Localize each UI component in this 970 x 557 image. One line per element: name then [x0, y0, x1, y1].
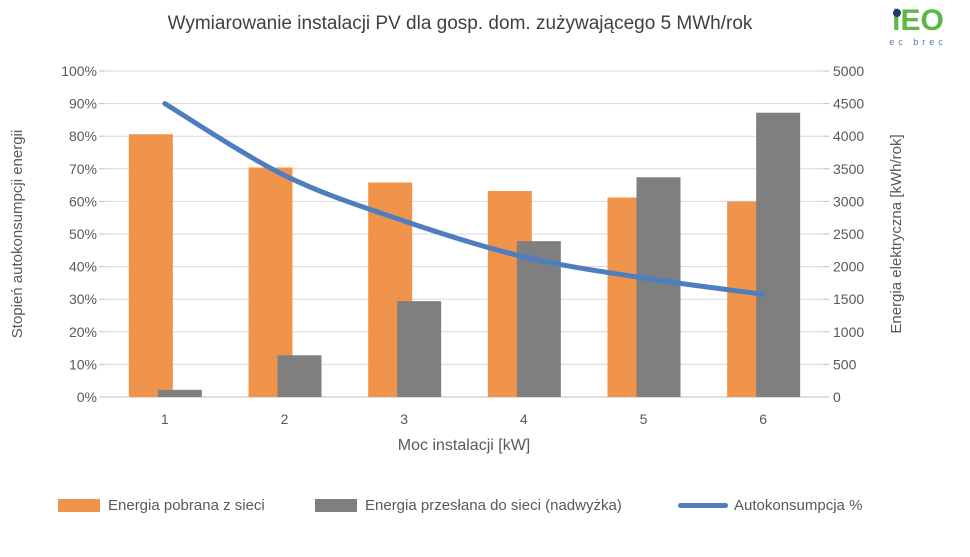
- right-axis-tick-label: 2500: [833, 226, 864, 242]
- bar-przeslana: [397, 301, 442, 397]
- left-axis-tick-label: 90%: [69, 96, 97, 112]
- x-axis-tick-label: 2: [281, 411, 289, 427]
- left-axis-tick-label: 50%: [69, 226, 97, 242]
- right-axis-tick-label: 3500: [833, 161, 864, 177]
- legend-label-przeslana: Energia przesłana do sieci (nadwyżka): [365, 497, 622, 514]
- x-axis-tick-label: 5: [640, 411, 648, 427]
- logo-word: iEO: [892, 4, 944, 37]
- right-axis-tick-label: 1500: [833, 291, 864, 307]
- legend-swatch-orange-bar: [58, 499, 100, 512]
- bar-przeslana: [277, 355, 322, 397]
- right-axis-tick-label: 1000: [833, 324, 864, 340]
- pv-chart: 0% 0 10% 500 20% 1000 30% 1500 40% 2000 50% 2500 60%…: [9, 63, 905, 454]
- right-axis-tick-label: 4500: [833, 96, 864, 112]
- right-axis-tick-label: 0: [833, 389, 841, 405]
- legend-swatch-blue-line: [678, 503, 728, 508]
- left-axis-tick-label: 30%: [69, 291, 97, 307]
- logo-i-dot: [893, 9, 902, 17]
- right-axis-tick-label: 5000: [833, 63, 864, 79]
- bar-przeslana: [516, 241, 561, 397]
- left-axis-tick-label: 20%: [69, 324, 97, 340]
- left-axis-tick-label: 100%: [61, 63, 97, 79]
- right-axis-tick-label: 500: [833, 356, 857, 372]
- logo-subtext: ec brec: [889, 37, 947, 47]
- chart-title: Wymiarowanie instalacji PV dla gosp. dom…: [167, 13, 753, 34]
- x-axis-tick-label: 3: [400, 411, 408, 427]
- legend-item-przeslana: Energia przesłana do sieci (nadwyżka): [315, 497, 622, 514]
- legend-item-autokonsumpcja: Autokonsumpcja %: [678, 497, 862, 514]
- ieo-logo: iEO ec brec: [876, 4, 960, 48]
- left-axis-tick-label: 40%: [69, 259, 97, 275]
- bar-przeslana: [636, 177, 681, 397]
- legend-swatch-gray-bar: [315, 499, 357, 512]
- x-axis-title: Moc instalacji [kW]: [398, 437, 530, 454]
- legend-label-autokonsumpcja: Autokonsumpcja %: [734, 497, 863, 514]
- left-axis-tick-label: 80%: [69, 128, 97, 144]
- autokonsumpcja-line: [162, 101, 766, 297]
- x-axis-tick-label: 4: [520, 411, 528, 427]
- left-axis-tick-label: 70%: [69, 161, 97, 177]
- legend: Energia pobrana z sieci Energia przesłan…: [0, 497, 970, 521]
- legend-item-pobrana: Energia pobrana z sieci: [58, 497, 265, 514]
- left-axis-tick-label: 0%: [77, 389, 97, 405]
- bar-pobrana: [128, 134, 173, 397]
- legend-label-pobrana: Energia pobrana z sieci: [108, 497, 265, 514]
- right-axis-tick-label: 3000: [833, 193, 864, 209]
- x-axis-tick-label: 1: [161, 411, 169, 427]
- left-axis-tick-label: 10%: [69, 356, 97, 372]
- bar-przeslana: [756, 112, 801, 397]
- right-axis-tick-label: 2000: [833, 259, 864, 275]
- right-axis-tick-label: 4000: [833, 128, 864, 144]
- right-axis-title: Energia elektryczna [kWh/rok]: [888, 134, 905, 333]
- left-axis-tick-label: 60%: [69, 193, 97, 209]
- bar-przeslana: [157, 389, 202, 397]
- x-axis-tick-label: 6: [759, 411, 767, 427]
- left-axis-title: Stopień autokonsumpcji energii: [9, 130, 26, 338]
